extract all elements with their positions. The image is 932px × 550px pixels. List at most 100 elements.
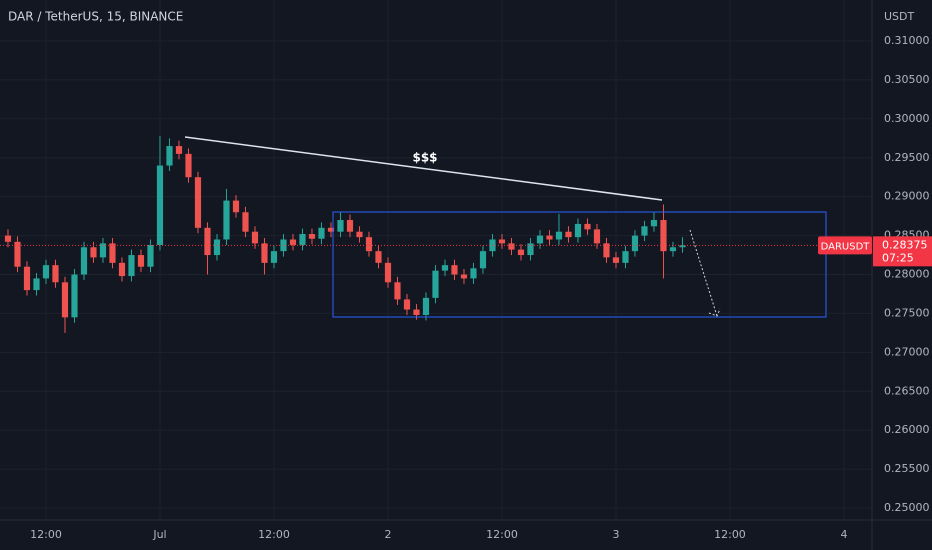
candle-body [375, 251, 382, 263]
y-tick-label: 0.30000 [884, 112, 930, 125]
candle-body [318, 227, 325, 239]
candle-body [61, 282, 69, 318]
candle-body [14, 241, 21, 267]
candle-body [223, 200, 230, 240]
candle-body [270, 251, 278, 263]
candle-body [99, 243, 107, 258]
candle-body [527, 243, 534, 256]
candle-body [128, 255, 135, 277]
candle-body [413, 309, 420, 315]
candle-body [71, 274, 78, 318]
candle-body [213, 239, 221, 256]
candle-body [422, 297, 430, 315]
price-label: 0.28375 [882, 238, 928, 251]
candle-body [118, 262, 126, 277]
y-tick-label: 0.26000 [884, 423, 930, 436]
annotation-text: $$$ [412, 151, 437, 165]
grid [0, 0, 872, 520]
candle-body [251, 231, 259, 244]
x-tick-label: Jul [152, 528, 166, 541]
candle-body [137, 255, 145, 267]
candle-body [574, 223, 582, 238]
candle-body [194, 177, 202, 228]
candle-body [90, 247, 97, 258]
x-tick-label: 12:00 [486, 528, 518, 541]
candle-body [384, 262, 392, 283]
y-tick-label: 0.28000 [884, 268, 930, 281]
candle-body [42, 265, 50, 279]
candle-body [109, 243, 116, 263]
candle-body [337, 220, 344, 232]
arrow-head [708, 308, 721, 317]
candle-body [185, 153, 192, 178]
candle-body [451, 265, 458, 275]
candle-body [641, 226, 648, 236]
y-tick-label: 0.26500 [884, 384, 930, 397]
candle-body [166, 146, 173, 166]
candle-body [23, 266, 31, 291]
range-box [332, 211, 827, 318]
y-axis-label: USDT [884, 10, 915, 23]
candle-body [517, 249, 525, 256]
candle-body [546, 235, 553, 240]
candle-body [441, 265, 449, 271]
candle-body [669, 247, 677, 252]
symbol-label: DARUSDT [821, 241, 871, 252]
y-tick-label: 0.31000 [884, 34, 930, 47]
countdown-label: 07:25 [882, 251, 914, 264]
candle-body [555, 231, 563, 240]
candle-body [584, 223, 591, 230]
x-tick-label: 3 [612, 528, 619, 541]
x-tick-label: 12:00 [714, 528, 746, 541]
y-tick-label: 0.30500 [884, 73, 930, 86]
candle-body [204, 227, 211, 256]
candle-body [650, 220, 658, 227]
candle-body [356, 231, 363, 238]
candle-body [242, 212, 249, 232]
y-tick-label: 0.29500 [884, 151, 930, 164]
y-tick-label: 0.29000 [884, 190, 930, 203]
candle-body [327, 227, 335, 232]
candle-body [460, 274, 468, 279]
candle-body [365, 237, 373, 252]
trend-line [184, 136, 663, 201]
candle-body [631, 235, 639, 252]
candle-body [593, 229, 601, 244]
candle-body [394, 282, 401, 300]
x-tick-label: 2 [384, 528, 391, 541]
candle-body [261, 243, 268, 263]
candle-body [603, 243, 610, 258]
candle-body [679, 245, 686, 248]
y-tick-label: 0.25500 [884, 462, 930, 475]
axis: 0.25000 0.25500 0.26000 0.26500 0.27000 0.275… [30, 34, 932, 541]
candle-body [33, 278, 40, 291]
y-tick-label: 0.27500 [884, 306, 930, 319]
candle-body [147, 244, 154, 267]
candle-body [299, 234, 306, 245]
candle-body [175, 146, 183, 154]
candle-body [289, 239, 297, 245]
x-tick-label: 12:00 [30, 528, 62, 541]
candle-body [346, 220, 354, 232]
candle-body [612, 257, 620, 263]
candle-body [470, 268, 477, 279]
y-tick-label: 0.27000 [884, 345, 930, 358]
candle-body [4, 235, 12, 242]
projection-arrow [689, 229, 718, 317]
candle-body [508, 243, 515, 250]
price-label-box [873, 236, 932, 267]
chart-title: DAR / TetherUS, 15, BINANCE [8, 10, 183, 24]
candle-body [622, 251, 629, 263]
candles [0, 135, 872, 333]
candle-body [156, 165, 164, 245]
candle-body [498, 239, 506, 244]
candle-body [565, 231, 572, 238]
x-tick-label: 4 [840, 528, 847, 541]
x-tick-label: 12:00 [258, 528, 290, 541]
candle-body [536, 235, 544, 244]
symbol-label-box [818, 236, 872, 255]
candle-body [80, 247, 88, 275]
candle-body [660, 220, 667, 252]
